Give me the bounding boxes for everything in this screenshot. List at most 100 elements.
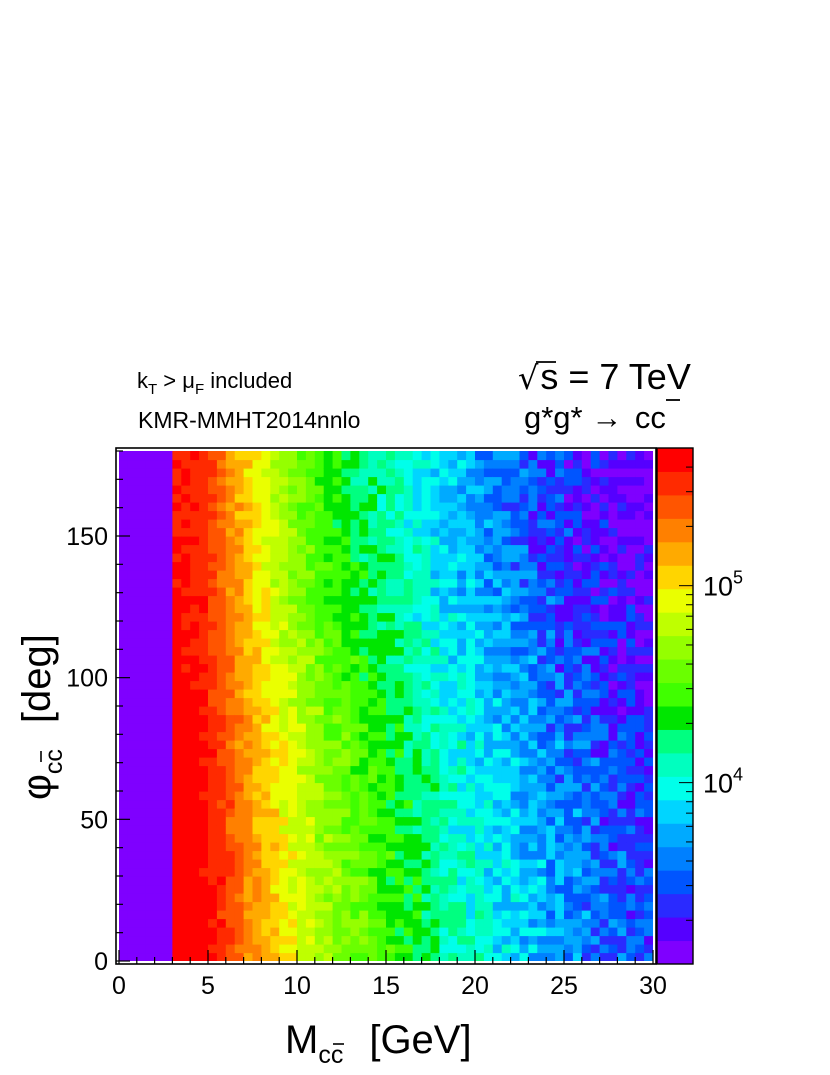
- heatmap-cell: [359, 476, 369, 486]
- heatmap-cell: [608, 502, 618, 512]
- heatmap-cell: [305, 689, 316, 699]
- heatmap-cell: [252, 774, 262, 784]
- heatmap-cell: [181, 553, 191, 563]
- heatmap-cell: [635, 791, 645, 801]
- heatmap-cell: [403, 774, 414, 784]
- heatmap-cell: [199, 740, 209, 750]
- heatmap-cell: [492, 459, 503, 469]
- heatmap-cell: [608, 918, 618, 928]
- heatmap-cell: [359, 876, 369, 886]
- heatmap-cell: [466, 910, 476, 920]
- heatmap-cell: [519, 859, 529, 869]
- heatmap-cell: [492, 476, 503, 486]
- heatmap-cell: [181, 808, 191, 818]
- heatmap-cell: [599, 893, 610, 903]
- heatmap-cell: [261, 672, 271, 682]
- heatmap-cell: [386, 663, 396, 673]
- heatmap-cell: [403, 765, 414, 775]
- heatmap-cell: [581, 757, 592, 767]
- heatmap-cell: [439, 663, 449, 673]
- heatmap-cell: [590, 476, 601, 486]
- heatmap-cell: [332, 799, 343, 809]
- heatmap-cell: [297, 595, 307, 605]
- heatmap-cell: [421, 655, 432, 665]
- heatmap-cell: [323, 714, 334, 724]
- heatmap-cell: [208, 808, 218, 818]
- heatmap-cell: [617, 612, 627, 622]
- heatmap-cell: [314, 791, 325, 801]
- heatmap-cell: [475, 893, 485, 903]
- heatmap-cell: [288, 561, 298, 571]
- heatmap-cell: [234, 587, 245, 597]
- heatmap-cell: [439, 493, 449, 503]
- heatmap-cell: [163, 587, 173, 597]
- heatmap-cell: [501, 561, 512, 571]
- heatmap-cell: [537, 714, 547, 724]
- heatmap-cell: [145, 927, 156, 937]
- heatmap-cell: [572, 927, 583, 937]
- heatmap-cell: [136, 927, 147, 937]
- heatmap-cell: [403, 655, 414, 665]
- heatmap-cell: [234, 638, 245, 648]
- heatmap-cell: [457, 468, 467, 478]
- heatmap-cell: [172, 672, 182, 682]
- heatmap-cell: [457, 570, 467, 580]
- heatmap-cell: [581, 918, 592, 928]
- heatmap-cell: [466, 510, 476, 520]
- heatmap-cell: [537, 859, 547, 869]
- heatmap-cell: [430, 952, 440, 961]
- heatmap-cell: [154, 468, 165, 478]
- heatmap-cell: [261, 604, 271, 614]
- heatmap-cell: [590, 884, 601, 894]
- heatmap-cell: [243, 765, 254, 775]
- heatmap-cell: [288, 604, 298, 614]
- heatmap-cell: [581, 561, 592, 571]
- heatmap-cell: [252, 850, 262, 860]
- heatmap-cell: [546, 765, 556, 775]
- heatmap-cell: [368, 833, 378, 843]
- heatmap-cell: [439, 884, 449, 894]
- heatmap-cell: [537, 646, 547, 656]
- heatmap-cell: [430, 595, 440, 605]
- heatmap-cell: [439, 638, 449, 648]
- heatmap-cell: [572, 952, 583, 961]
- heatmap-cell: [412, 621, 423, 631]
- heatmap-cell: [421, 519, 432, 529]
- heatmap-cell: [350, 493, 360, 503]
- heatmap-cell: [421, 859, 432, 869]
- heatmap-cell: [394, 553, 405, 563]
- heatmap-cell: [288, 927, 298, 937]
- heatmap-cell: [368, 935, 378, 945]
- heatmap-cell: [528, 638, 538, 648]
- heatmap-cell: [599, 485, 610, 495]
- heatmap-cell: [190, 595, 200, 605]
- heatmap-cell: [297, 570, 307, 580]
- heatmap-cell: [546, 544, 556, 554]
- heatmap-cell: [590, 808, 601, 818]
- heatmap-cell: [270, 451, 280, 461]
- heatmap-cell: [439, 774, 449, 784]
- heatmap-cell: [501, 833, 512, 843]
- heatmap-cell: [359, 451, 369, 461]
- heatmap-cell: [127, 850, 138, 860]
- heatmap-cell: [279, 485, 289, 495]
- heatmap-cell: [350, 621, 360, 631]
- heatmap-cell: [279, 604, 289, 614]
- heatmap-cell: [190, 502, 200, 512]
- heatmap-cell: [394, 935, 405, 945]
- heatmap-cell: [475, 706, 485, 716]
- heatmap-cell: [581, 842, 592, 852]
- heatmap-cell: [332, 808, 343, 818]
- heatmap-cell: [341, 944, 351, 954]
- heatmap-cell: [243, 485, 254, 495]
- heatmap-cell: [181, 799, 191, 809]
- heatmap-cell: [350, 799, 360, 809]
- heatmap-cell: [412, 867, 423, 877]
- heatmap-cell: [386, 867, 396, 877]
- heatmap-cell: [172, 884, 182, 894]
- heatmap-cell: [510, 553, 521, 563]
- heatmap-cell: [208, 952, 218, 961]
- heatmap-cell: [644, 553, 653, 563]
- heatmap-cell: [439, 850, 449, 860]
- heatmap-cell: [386, 697, 396, 707]
